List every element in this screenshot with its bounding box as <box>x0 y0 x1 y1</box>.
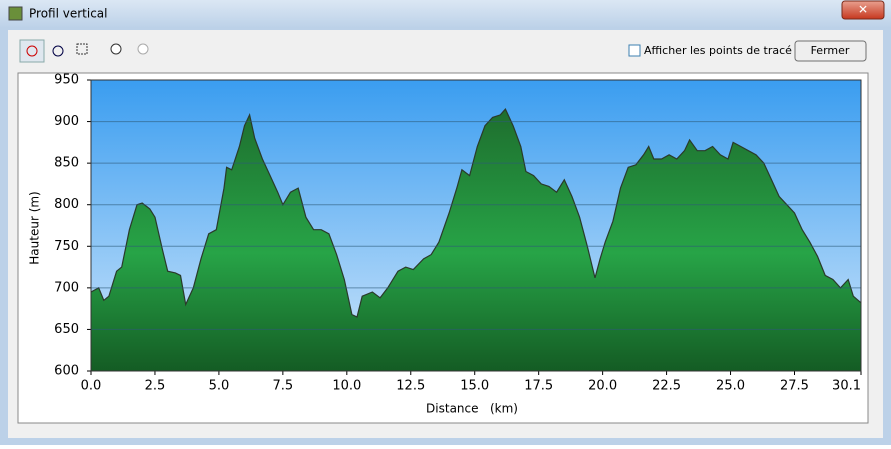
tool-crosshair-icon <box>26 45 38 57</box>
checkbox[interactable] <box>628 44 641 57</box>
window-title: Profil vertical <box>29 7 108 21</box>
x-tick-label: 0.0 <box>81 379 102 394</box>
tool-zoom-box[interactable] <box>76 43 88 55</box>
y-tick-label: 600 <box>54 364 79 379</box>
x-tick-label: 5.0 <box>209 379 230 394</box>
close-icon: ✕ <box>858 3 868 17</box>
plot-border <box>90 79 862 372</box>
x-tick-label: 2.5 <box>145 379 166 394</box>
x-tick-label: 17.5 <box>524 379 553 394</box>
button-label: Fermer <box>811 44 850 57</box>
tool-target[interactable] <box>52 45 64 57</box>
close-dialog-button[interactable] <box>794 40 867 62</box>
x-tick-label: 25.0 <box>716 379 745 394</box>
y-tick-label: 950 <box>54 73 79 88</box>
x-axis-label: Distance (km) <box>426 402 518 416</box>
y-tick-label: 850 <box>54 156 79 171</box>
elevation-area <box>91 109 861 371</box>
y-tick-label: 900 <box>54 114 79 129</box>
y-tick-label: 700 <box>54 280 79 295</box>
y-tick-label: 650 <box>54 322 79 337</box>
y-tick-label: 750 <box>54 239 79 254</box>
x-tick-label: 27.5 <box>780 379 809 394</box>
title-bar <box>0 0 891 28</box>
x-tick-label: 10.0 <box>332 379 361 394</box>
window-icon <box>8 6 23 21</box>
checkbox-label[interactable]: Afficher les points de tracé <box>644 44 792 57</box>
y-tick-label: 800 <box>54 197 79 212</box>
close-button[interactable] <box>841 0 885 20</box>
tool-zoom-in[interactable] <box>110 43 122 55</box>
tool-zoom-out[interactable] <box>137 43 149 55</box>
x-tick-label: 12.5 <box>396 379 425 394</box>
x-tick-label: 7.5 <box>273 379 294 394</box>
x-tick-label: 15.0 <box>460 379 489 394</box>
elevation-line <box>90 108 862 318</box>
tool-crosshair[interactable] <box>19 39 45 63</box>
y-axis-label: Hauteur (m) <box>28 191 42 264</box>
x-tick-label: 30.1 <box>832 379 861 394</box>
x-tick-label: 20.0 <box>588 379 617 394</box>
x-tick-label: 22.5 <box>652 379 681 394</box>
